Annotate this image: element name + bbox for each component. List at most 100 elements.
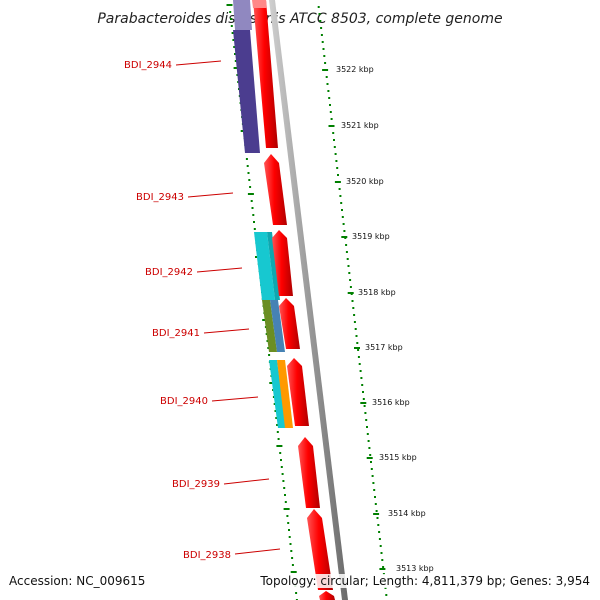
- cds-arrow: [287, 358, 309, 426]
- gc-dot: [290, 571, 297, 573]
- gc-dot: [290, 550, 293, 552]
- gc-dot: [247, 172, 250, 174]
- gc-dot: [249, 186, 252, 188]
- gc-dot: [284, 501, 287, 503]
- cog-bar-purple-top: [233, 0, 252, 30]
- kbp-tick-label: 3514 kbp: [388, 509, 426, 518]
- tick-dot: [341, 209, 343, 211]
- tick-dot: [335, 160, 338, 162]
- kbp-tick-mark: [366, 457, 373, 459]
- tick-dot: [317, 6, 320, 8]
- genome-backbone: [269, 0, 348, 600]
- gc-dot: [288, 536, 291, 538]
- tick-dot: [330, 118, 333, 120]
- tick-dot: [384, 587, 387, 589]
- gc-dot: [286, 515, 289, 517]
- tick-dot: [381, 559, 384, 561]
- kbp-tick-label: 3521 kbp: [341, 121, 379, 130]
- gc-dot: [275, 417, 278, 419]
- gene-label[interactable]: BDI_2938: [183, 550, 231, 561]
- kbp-tick-mark: [360, 402, 367, 404]
- cds-arrow: [319, 591, 335, 600]
- gene-label[interactable]: BDI_2941: [152, 328, 200, 339]
- gc-dot: [251, 207, 254, 209]
- gc-dot: [247, 193, 254, 195]
- kbp-tick-label: 3518 kbp: [358, 288, 396, 297]
- kbp-tick-label: 3522 kbp: [336, 65, 374, 74]
- tick-dot: [339, 195, 342, 197]
- tick-dot: [324, 62, 327, 64]
- tick-dot: [319, 20, 322, 22]
- cog-bar-cyan-1-shade: [267, 232, 280, 300]
- cog-track: [233, 0, 293, 428]
- tick-dot: [358, 363, 361, 365]
- gene-label[interactable]: BDI_2943: [136, 192, 184, 203]
- tick-dot: [369, 454, 372, 456]
- kbp-tick-mark: [379, 568, 386, 570]
- tick-dot: [354, 328, 357, 330]
- tick-dot: [333, 139, 335, 141]
- gc-dot: [280, 459, 282, 461]
- gc-dot: [280, 466, 283, 468]
- tick-dot: [361, 384, 364, 386]
- gc-dot: [291, 557, 294, 559]
- gc-dot: [276, 445, 283, 447]
- tick-dot: [377, 524, 380, 526]
- tick-dot: [370, 468, 373, 470]
- tick-dot: [327, 90, 330, 92]
- tick-dot: [329, 104, 331, 106]
- cds-arrow: [253, 0, 278, 148]
- tick-dot: [336, 167, 339, 169]
- tick-dot: [333, 146, 336, 148]
- gene-labels: BDI_2944 BDI_2943 BDI_2942 BDI_2941 BDI_…: [124, 60, 281, 561]
- gc-dot: [295, 592, 298, 594]
- tick-dot: [329, 111, 332, 113]
- gc-dot: [288, 529, 290, 531]
- gc-dot: [246, 165, 249, 167]
- gene-label[interactable]: BDI_2939: [172, 479, 220, 490]
- gene-label[interactable]: BDI_2940: [160, 396, 208, 407]
- tick-dot: [376, 517, 379, 519]
- tick-dot: [343, 230, 346, 232]
- gene-label[interactable]: BDI_2944: [124, 60, 172, 71]
- gc-dot: [267, 347, 270, 349]
- tick-dot: [347, 265, 350, 267]
- tick-dot: [348, 272, 351, 274]
- tick-dot: [320, 27, 323, 29]
- tick-dot: [351, 300, 354, 302]
- tick-dot: [378, 538, 381, 540]
- cds-arrow-top: [252, 0, 267, 8]
- kbp-tick-label: 3515 kbp: [379, 453, 417, 462]
- cds-track: [252, 0, 335, 600]
- kbp-tick-label: 3513 kbp: [396, 564, 434, 573]
- tick-dot: [328, 97, 331, 99]
- gc-dot: [283, 487, 286, 489]
- kbp-tick-mark: [373, 513, 380, 515]
- tick-dot: [323, 55, 326, 57]
- kbp-tick-mark: [347, 292, 354, 294]
- tick-dot: [363, 405, 366, 407]
- gc-dot: [231, 32, 234, 34]
- gc-dot: [234, 53, 236, 55]
- tick-dot: [355, 335, 358, 337]
- kbp-tick-mark: [322, 69, 329, 71]
- gc-dot: [232, 39, 235, 41]
- cog-bar-olive: [262, 300, 277, 352]
- kbp-tick-mark: [341, 236, 348, 238]
- cog-bar-cyan-2: [269, 360, 286, 428]
- kbp-labels: 3522 kbp 3521 kbp 3520 kbp 3519 kbp 3518…: [336, 65, 434, 573]
- gene-label[interactable]: BDI_2942: [145, 267, 193, 278]
- kbp-tick-mark: [354, 347, 360, 349]
- tick-dot: [380, 552, 383, 554]
- tick-dot: [342, 223, 345, 225]
- cds-arrow: [298, 437, 320, 508]
- tick-dot: [360, 377, 363, 379]
- gc-dot: [245, 158, 248, 160]
- kbp-tick-label: 3520 kbp: [346, 177, 384, 186]
- tick-dot: [326, 83, 329, 85]
- tick-dot: [356, 342, 359, 344]
- cds-arrow: [307, 509, 333, 590]
- tick-dot: [346, 258, 349, 260]
- gc-dot: [289, 543, 292, 545]
